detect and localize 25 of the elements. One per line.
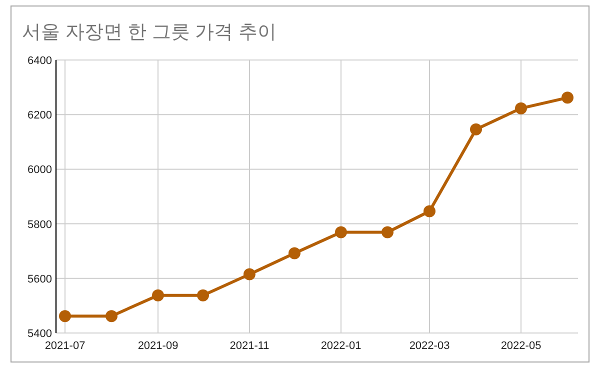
y-tick-label: 5800 [28, 218, 52, 231]
point [197, 289, 209, 302]
x-tick-label: 2021-11 [230, 340, 270, 352]
point [515, 102, 527, 114]
x-tick-label: 2021-07 [44, 340, 86, 352]
point [424, 205, 436, 218]
x-tick-label: 2021-09 [138, 340, 178, 352]
y-tick-label: 6200 [28, 110, 52, 122]
point [59, 310, 71, 322]
point [106, 310, 118, 322]
x-tick-label: 2022-01 [320, 340, 362, 352]
point [244, 268, 256, 280]
chart-title: 서울 자장면 한 그릇 가격 추이 [22, 22, 276, 43]
point [335, 226, 347, 238]
y-tick-label: 6400 [28, 55, 52, 67]
y-tick-label: 5600 [28, 273, 52, 286]
x-tick-label: 2022-05 [500, 340, 542, 352]
y-tick-label: 6000 [28, 164, 52, 176]
point [470, 123, 482, 136]
point [288, 247, 300, 260]
point [382, 226, 394, 238]
point [152, 289, 164, 302]
y-tick-label: 5400 [28, 328, 52, 340]
x-tick-label: 2022-03 [409, 340, 450, 352]
point [562, 92, 574, 104]
